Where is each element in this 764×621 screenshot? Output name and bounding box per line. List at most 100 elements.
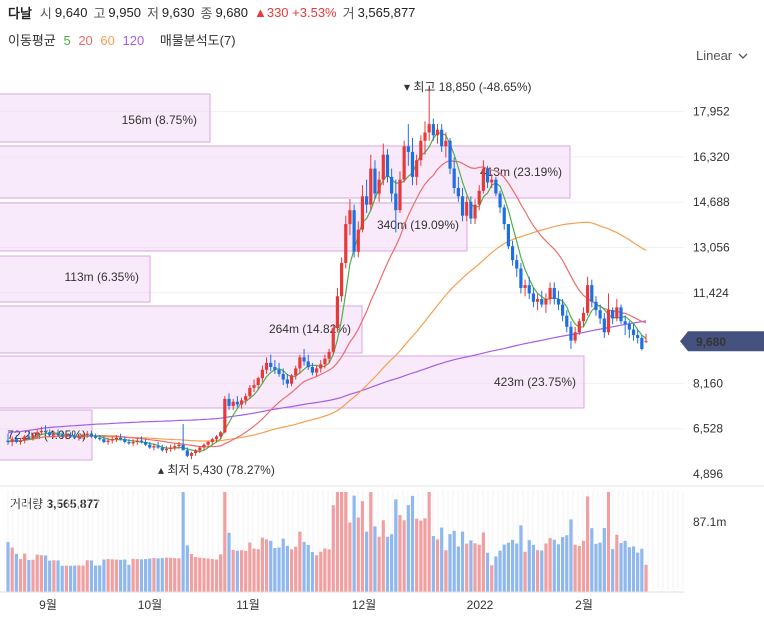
volume-bar <box>469 540 473 592</box>
volume-bar <box>102 559 106 592</box>
candle-body <box>52 433 56 436</box>
current-price-label: 9,680 <box>696 335 726 349</box>
volume-bar <box>427 492 431 592</box>
volume-bar <box>202 558 206 592</box>
candle-body <box>373 168 377 194</box>
volume-bar <box>494 556 498 592</box>
ma5-label: 5 <box>63 33 71 48</box>
candle-body <box>85 433 89 436</box>
price-axis-label: 14,688 <box>693 195 730 209</box>
candle-body <box>73 436 77 438</box>
volume-bar <box>435 539 440 592</box>
volume-profile-label: 113m (6.35%) <box>65 270 139 284</box>
volume-bar <box>27 560 31 592</box>
candle-body <box>523 285 527 288</box>
volume-bar <box>448 534 452 592</box>
volume-profile-label: 340m (19.09%) <box>377 218 459 232</box>
volume-bar <box>619 543 623 592</box>
volume-bar <box>540 550 544 592</box>
candle-body <box>314 368 319 373</box>
candle-body <box>465 201 469 216</box>
volume-bar <box>577 546 581 592</box>
volume-bar <box>627 547 631 592</box>
volume-profile-band <box>0 305 363 354</box>
volume-profile-band <box>0 409 93 461</box>
volume-bar <box>18 559 23 592</box>
volume-bar <box>210 559 214 592</box>
volume-bar <box>219 554 223 592</box>
volume-bar <box>52 560 56 592</box>
candle-body <box>169 447 173 449</box>
volume-bar <box>598 542 602 592</box>
candle-body <box>319 364 323 369</box>
candle-body <box>502 207 506 225</box>
volume-bar <box>194 557 198 592</box>
x-axis-label: 12월 <box>352 598 376 612</box>
volume-profile-label[interactable]: 매물분석도(7) <box>159 33 236 48</box>
candle-body <box>448 140 452 169</box>
volume-bar <box>490 565 494 592</box>
candle-body <box>581 312 586 322</box>
volume-bar <box>131 558 135 592</box>
volume-bar <box>581 540 586 592</box>
volume-bar <box>406 505 410 592</box>
volume-label: 거 <box>342 5 355 21</box>
candle-body <box>406 146 410 152</box>
candle-body <box>160 447 164 451</box>
candle-body <box>93 436 98 438</box>
candle-body <box>481 168 485 191</box>
volume-bar <box>523 551 527 592</box>
stock-name: 다날 <box>8 5 32 21</box>
candle-body <box>498 193 502 208</box>
volume-bar <box>481 532 485 592</box>
candle-body <box>235 401 239 405</box>
candle-body <box>198 447 202 451</box>
candle-body <box>6 440 10 442</box>
volume-bar <box>590 528 594 592</box>
volume-bar <box>285 545 289 592</box>
candle-body <box>327 351 331 359</box>
ma-legend-label: 이동평균 <box>8 33 56 48</box>
candle-body <box>435 129 440 136</box>
volume-bar <box>256 549 260 592</box>
candle-body <box>323 358 327 365</box>
candle-body <box>531 293 536 302</box>
volume-bar <box>239 550 244 592</box>
candle-body <box>627 323 631 330</box>
volume-bar <box>289 549 294 592</box>
candle-body <box>18 440 23 442</box>
volume-bar <box>344 492 348 592</box>
volume-bar <box>81 565 85 592</box>
scale-dropdown[interactable]: Linear <box>696 48 748 63</box>
candle-body <box>494 179 498 194</box>
volume-bar <box>531 545 536 592</box>
candle-body <box>248 387 252 397</box>
volume-bar <box>452 530 456 592</box>
volume-bar <box>369 492 373 592</box>
volume-bar <box>118 559 123 592</box>
ma-legend[interactable]: 이동평균 5 20 60 120 매물분석도(7) <box>8 30 240 49</box>
volume-bar <box>156 558 160 592</box>
volume-bar <box>198 557 202 592</box>
high-label: 고 <box>93 5 106 21</box>
volume-bar <box>498 550 502 592</box>
volume-bar <box>31 559 35 592</box>
candle-body <box>390 176 394 194</box>
candle-body <box>56 433 60 436</box>
volume-bar <box>390 534 394 592</box>
volume-bar <box>6 542 10 592</box>
volume-bar <box>569 519 573 592</box>
volume-bar <box>348 522 352 592</box>
volume-bar <box>14 553 18 592</box>
candle-body <box>10 439 14 442</box>
candle-body <box>569 326 573 341</box>
volume-bar <box>298 531 302 592</box>
candle-body <box>352 210 356 252</box>
candle-body <box>214 436 219 440</box>
candle-body <box>623 321 627 324</box>
volume-bar <box>615 534 619 592</box>
volume-bar <box>323 548 327 592</box>
high-value: 9,950 <box>108 4 141 20</box>
candle-body <box>573 332 577 341</box>
